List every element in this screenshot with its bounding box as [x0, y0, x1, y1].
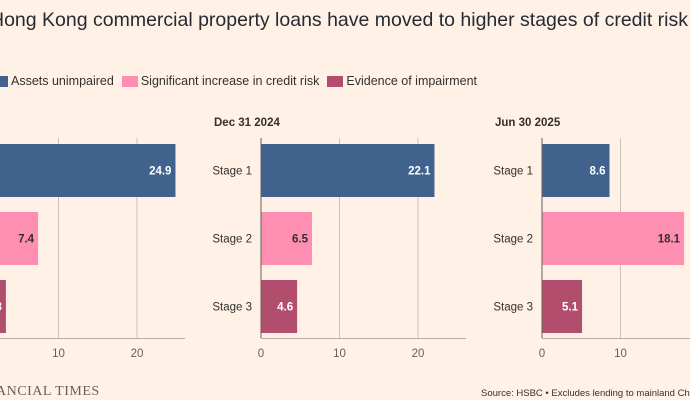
bar-2-0 — [542, 144, 610, 197]
bar-label-1-2: 4.6 — [277, 302, 293, 314]
bar-2-1 — [542, 212, 685, 265]
legend-swatch-credit-risk — [121, 75, 138, 87]
legend-label-impairment: Evidence of impairment — [346, 74, 477, 88]
legend-entry-unimpaired: Assets unimpaired — [0, 74, 114, 88]
chart-title: Hong Kong commercial property loans have… — [0, 9, 689, 31]
legend-label-credit-risk: Significant increase in credit risk — [140, 74, 320, 88]
legend-entry-impairment: Evidence of impairment — [327, 74, 477, 88]
x-tick-label-1-2: 20 — [412, 348, 425, 360]
bar-label-0-0: 24.9 — [149, 166, 171, 178]
x-tick-label-0-1: 20 — [131, 348, 144, 360]
bar-1-2 — [261, 280, 298, 333]
x-tick-label-1-0: 0 — [258, 348, 264, 360]
legend-entry-credit-risk: Significant increase in credit risk — [121, 74, 320, 88]
category-label-2-0: Stage 1 — [493, 166, 533, 178]
bar-1-0 — [261, 144, 435, 197]
bar-label-2-2: 5.1 — [562, 302, 579, 314]
category-label-1-0: Stage 1 — [212, 166, 252, 178]
category-label-1-2: Stage 3 — [212, 302, 252, 314]
category-label-1-1: Stage 2 — [212, 234, 252, 246]
x-tick-label-2-0: 0 — [539, 348, 545, 360]
panel-title-2: Jun 30 2025 — [495, 117, 561, 129]
x-tick-label-0-0: 10 — [52, 348, 65, 360]
bar-label-0-2: 3.3 — [0, 302, 2, 314]
bar-label-2-0: 8.6 — [590, 166, 606, 178]
bar-label-2-1: 18.1 — [658, 234, 681, 246]
source-note: Source: HSBC • Excludes lending to mainl… — [481, 388, 690, 399]
bar-label-1-0: 22.1 — [408, 166, 431, 178]
bar-label-0-1: 7.4 — [18, 234, 35, 246]
panel-title-1: Dec 31 2024 — [214, 117, 280, 129]
bar-0-2 — [0, 280, 6, 333]
bar-0-0 — [0, 144, 176, 197]
category-label-2-1: Stage 2 — [493, 234, 533, 246]
category-label-2-2: Stage 3 — [493, 302, 533, 314]
legend-swatch-impairment — [327, 75, 344, 87]
x-tick-label-1-1: 10 — [333, 348, 346, 360]
x-tick-label-2-1: 10 — [614, 348, 627, 360]
ft-logo: FINANCIAL TIMES — [0, 384, 100, 399]
bar-2-2 — [542, 280, 583, 333]
legend-label-unimpaired: Assets unimpaired — [11, 74, 114, 88]
bar-1-1 — [261, 212, 313, 265]
bar-label-1-1: 6.5 — [292, 234, 309, 246]
bar-0-1 — [0, 212, 39, 265]
legend-swatch-unimpaired — [0, 75, 8, 87]
legend: Assets unimpaired Significant increase i… — [0, 74, 485, 88]
